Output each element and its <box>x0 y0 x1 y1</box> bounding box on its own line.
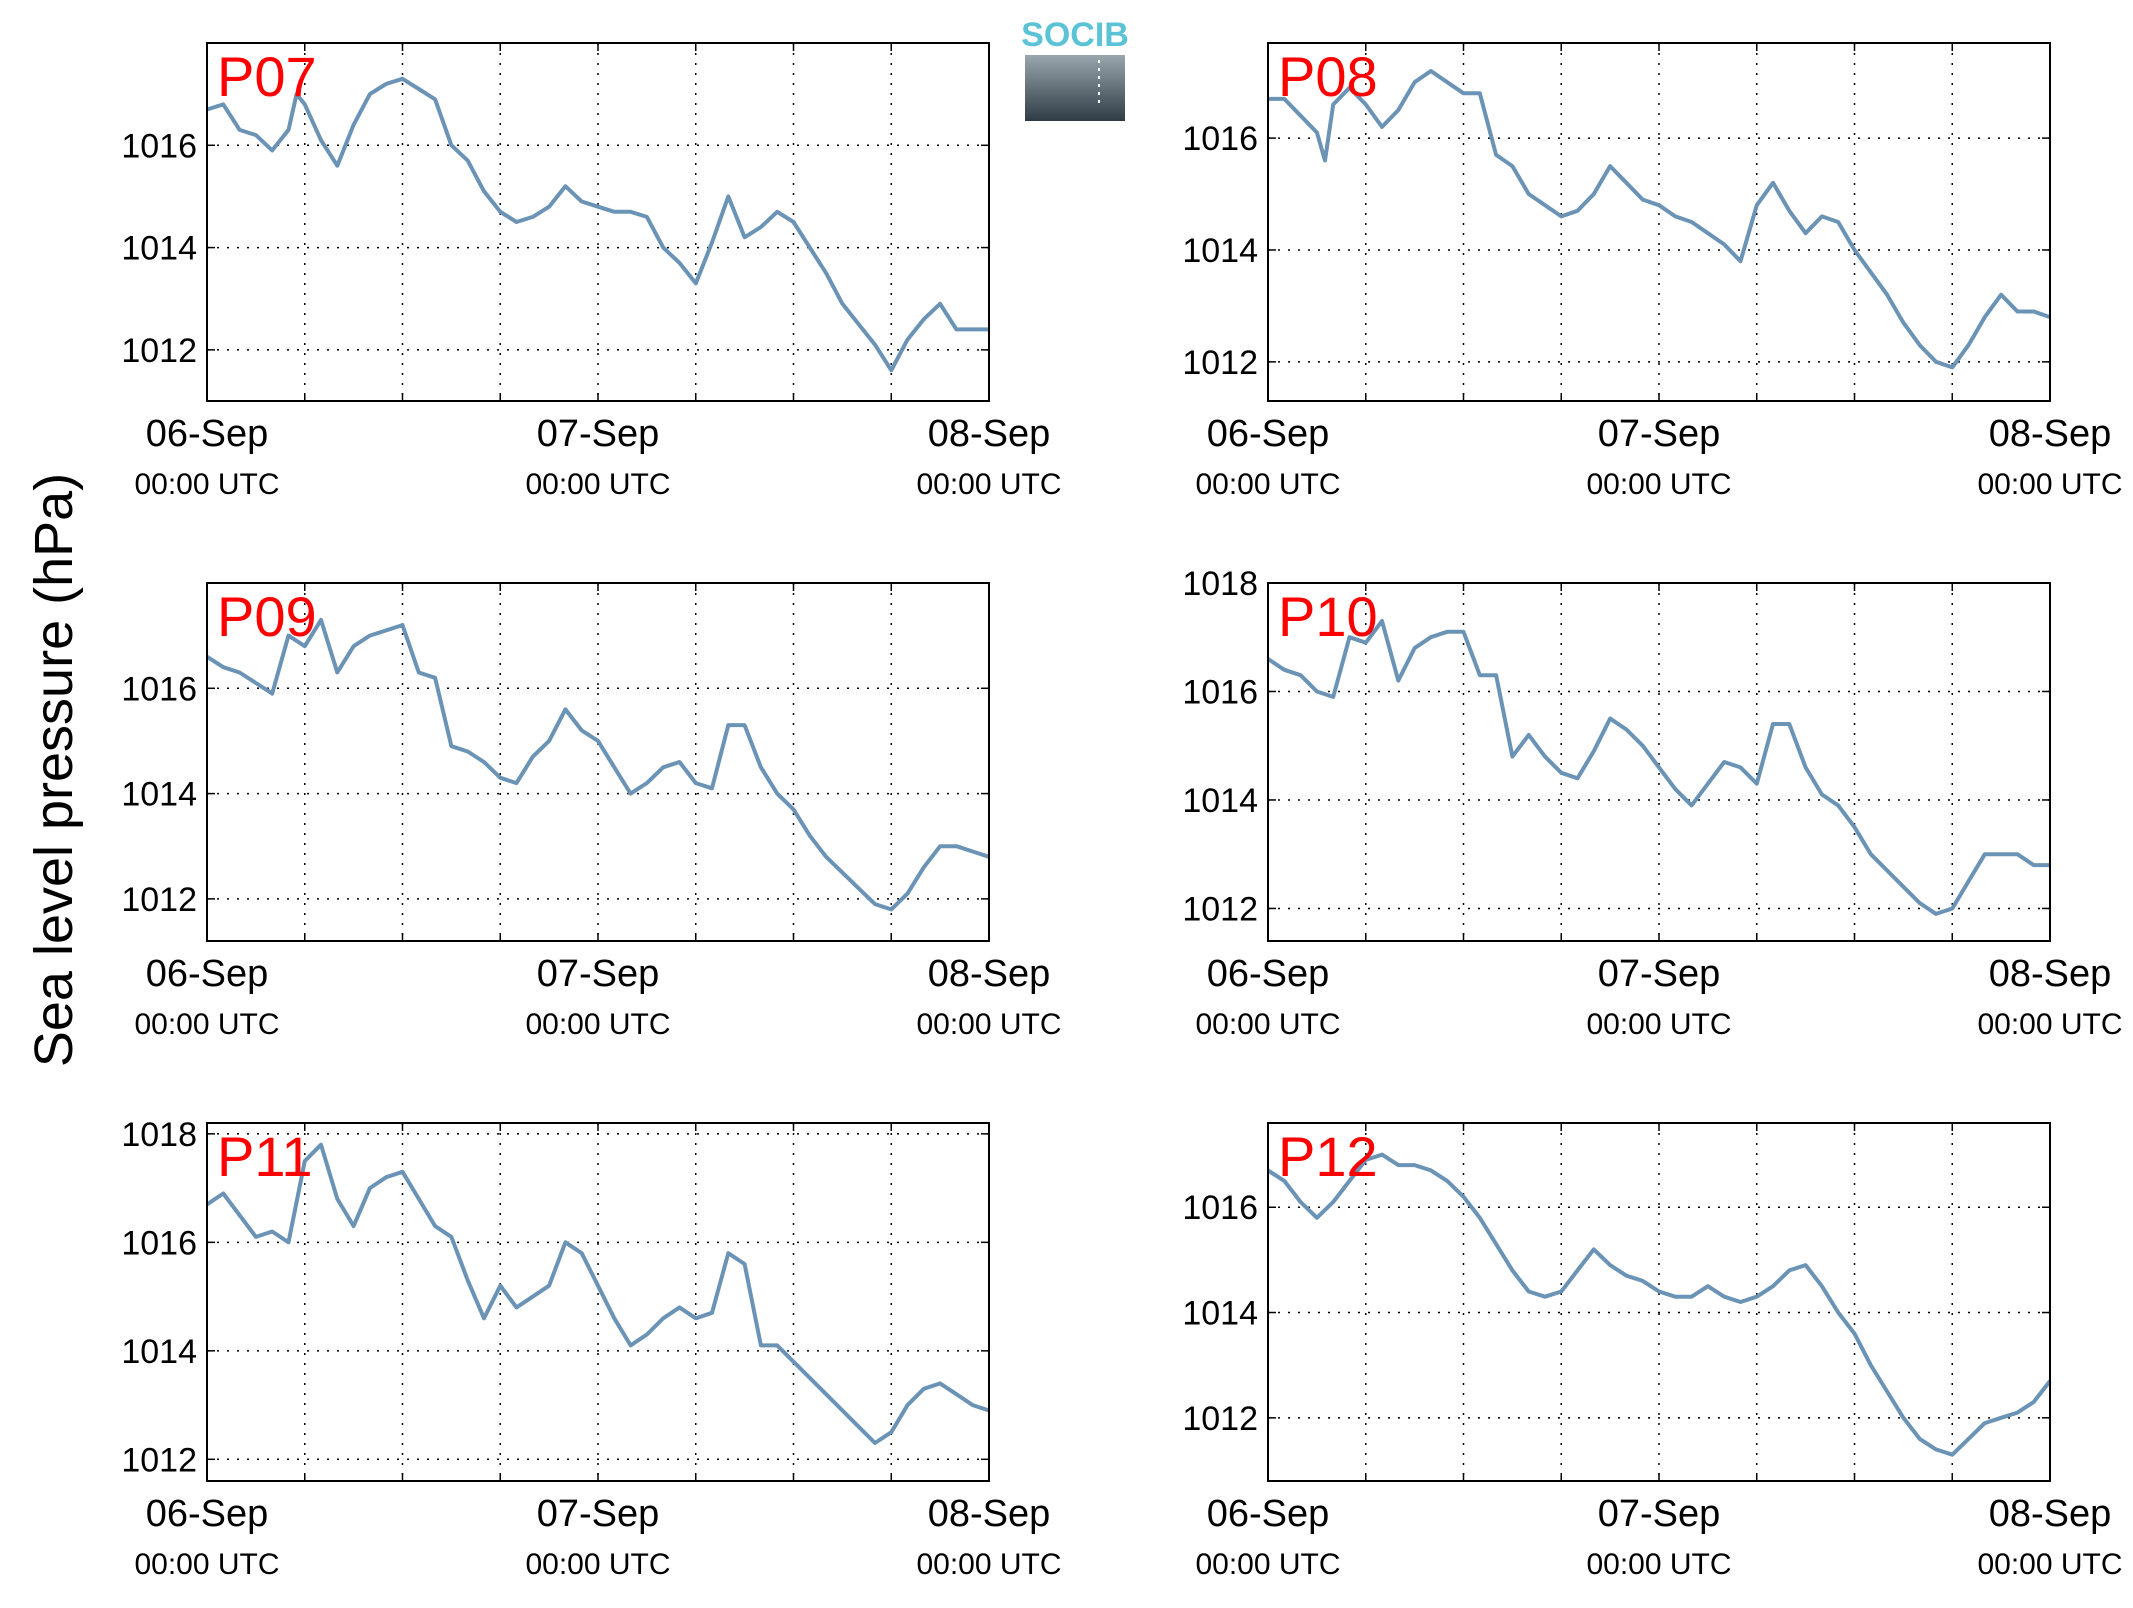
x-tick-label-date: 08-Sep <box>928 413 1051 455</box>
y-axis-label: Sea level pressure (hPa) <box>24 473 84 1067</box>
y-tick-label: 1014 <box>1182 1295 1258 1333</box>
panel-label: P09 <box>217 585 317 648</box>
x-tick-label-time: 00:00 UTC <box>1195 468 1340 501</box>
pressure-line-p08 <box>1268 69 2051 370</box>
x-tick-label-time: 00:00 UTC <box>916 468 1061 501</box>
x-tick-label-time: 00:00 UTC <box>1977 1008 2122 1041</box>
x-tick-label-date: 06-Sep <box>146 1493 269 1535</box>
chart-panel-p10: 1012 1014 1016 1018 06-Sep 00:00 UTC 07-Sep 00:… <box>1182 565 2122 1041</box>
plot-area <box>207 1123 989 1481</box>
socib-logo: SOCIB <box>1021 16 1129 121</box>
axes-frame <box>206 1122 990 1482</box>
x-tick-label-date: 06-Sep <box>1207 953 1330 995</box>
y-tick-label: 1016 <box>121 670 197 708</box>
chart-panels: 1012 1014 1016 06-Sep 00:00 UTC 07-Sep 00:00 U… <box>121 42 2123 1581</box>
panel-label: P10 <box>1278 585 1378 648</box>
pressure-line-p12 <box>1266 1152 2052 1457</box>
x-tick-label-date: 07-Sep <box>537 1493 660 1535</box>
pressure-line-p10 <box>1266 619 2050 916</box>
logo-text: SOCIB <box>1021 16 1129 54</box>
chart-panel-p09: 1012 1014 1016 06-Sep 00:00 UTC 07-Sep 00:00 U… <box>121 582 1062 1041</box>
x-tick-label-time: 00:00 UTC <box>1977 1548 2122 1581</box>
y-tick-label: 1012 <box>121 332 197 370</box>
x-tick-label-time: 00:00 UTC <box>525 1548 670 1581</box>
panel-label: P11 <box>217 1125 312 1188</box>
pressure-line-p09 <box>205 617 990 912</box>
x-tick-label-time: 00:00 UTC <box>134 1548 279 1581</box>
x-tick-label-date: 08-Sep <box>928 953 1051 995</box>
x-tick-label-date: 06-Sep <box>1207 413 1330 455</box>
pressure-line-p07 <box>206 76 989 373</box>
axes-frame <box>206 582 990 942</box>
x-tick-label-time: 00:00 UTC <box>1195 1008 1340 1041</box>
x-tick-label-time: 00:00 UTC <box>1195 1548 1340 1581</box>
panel-label: P12 <box>1278 1125 1378 1188</box>
y-tick-label: 1018 <box>1182 565 1258 603</box>
y-tick-label: 1016 <box>1182 673 1258 711</box>
axes-frame <box>1267 1122 2051 1482</box>
y-tick-label: 1014 <box>1182 232 1258 270</box>
y-tick-label: 1014 <box>121 776 197 814</box>
x-tick-label-date: 07-Sep <box>537 413 660 455</box>
pressure-line-p11 <box>205 1142 990 1445</box>
plot-area <box>207 43 989 401</box>
y-tick-label: 1016 <box>121 1224 197 1262</box>
x-tick-label-time: 00:00 UTC <box>525 1008 670 1041</box>
x-tick-label-date: 08-Sep <box>1989 1493 2112 1535</box>
y-tick-label: 1016 <box>1182 120 1258 158</box>
plot-area <box>1268 43 2050 401</box>
x-tick-label-date: 06-Sep <box>146 953 269 995</box>
x-tick-label-date: 06-Sep <box>146 413 269 455</box>
panel-label: P07 <box>217 45 317 108</box>
logo-block <box>1025 55 1125 121</box>
plot-area <box>1268 1123 2050 1481</box>
x-tick-label-time: 00:00 UTC <box>1977 468 2122 501</box>
y-tick-label: 1014 <box>121 230 197 268</box>
chart-panel-p07: 1012 1014 1016 06-Sep 00:00 UTC 07-Sep 00:00 U… <box>121 42 1062 501</box>
chart-panel-p08: 1012 1014 1016 06-Sep 00:00 UTC 07-Sep 00:00 U… <box>1182 42 2123 501</box>
y-tick-label: 1012 <box>121 881 197 919</box>
plot-area <box>1268 583 2050 941</box>
x-tick-label-time: 00:00 UTC <box>1586 1008 1731 1041</box>
x-tick-label-time: 00:00 UTC <box>1586 468 1731 501</box>
x-tick-label-date: 08-Sep <box>1989 413 2112 455</box>
x-tick-label-date: 06-Sep <box>1207 1493 1330 1535</box>
x-tick-label-date: 08-Sep <box>1989 953 2112 995</box>
chart-panel-p11: 1012 1014 1016 1018 06-Sep 00:00 UTC 07-Sep 00:… <box>121 1116 1061 1581</box>
x-tick-label-date: 08-Sep <box>928 1493 1051 1535</box>
panel-label: P08 <box>1278 45 1378 108</box>
x-tick-label-time: 00:00 UTC <box>525 468 670 501</box>
x-tick-label-time: 00:00 UTC <box>134 468 279 501</box>
plot-area <box>207 583 989 941</box>
y-tick-label: 1012 <box>1182 890 1258 928</box>
y-tick-label: 1018 <box>121 1116 197 1154</box>
x-tick-label-date: 07-Sep <box>1598 413 1721 455</box>
axes-frame <box>1267 42 2051 402</box>
x-tick-label-time: 00:00 UTC <box>916 1548 1061 1581</box>
axes-frame <box>206 42 990 402</box>
x-tick-label-time: 00:00 UTC <box>916 1008 1061 1041</box>
y-tick-label: 1016 <box>1182 1189 1258 1227</box>
y-tick-label: 1012 <box>1182 344 1258 382</box>
chart-panel-p12: 1012 1014 1016 06-Sep 00:00 UTC 07-Sep 00:00 U… <box>1182 1122 2123 1581</box>
y-tick-label: 1012 <box>121 1441 197 1479</box>
x-tick-label-date: 07-Sep <box>537 953 660 995</box>
axes-frame <box>1267 582 2051 942</box>
y-tick-label: 1014 <box>1182 782 1258 820</box>
x-tick-label-date: 07-Sep <box>1598 1493 1721 1535</box>
y-tick-label: 1016 <box>121 127 197 165</box>
x-tick-label-time: 00:00 UTC <box>134 1008 279 1041</box>
y-tick-label: 1014 <box>121 1333 197 1371</box>
x-tick-label-date: 07-Sep <box>1598 953 1721 995</box>
y-tick-label: 1012 <box>1182 1400 1258 1438</box>
x-tick-label-time: 00:00 UTC <box>1586 1548 1731 1581</box>
